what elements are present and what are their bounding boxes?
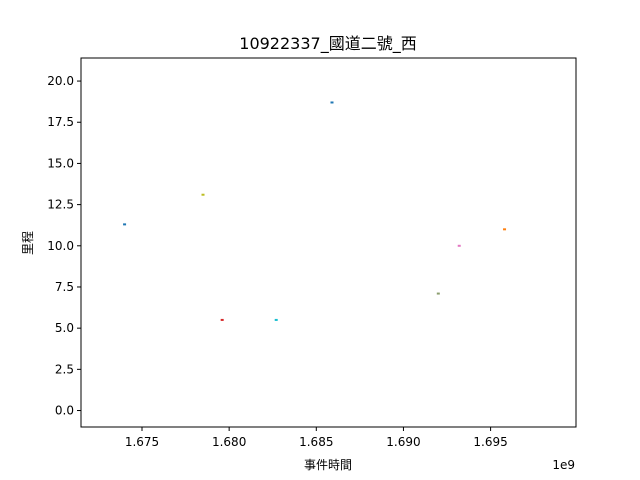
y-tick-label: 10.0 xyxy=(47,239,74,253)
x-tick-label: 1.675 xyxy=(125,435,159,449)
x-tick-label: 1.680 xyxy=(212,435,246,449)
data-point xyxy=(436,292,440,295)
y-tick-label: 17.5 xyxy=(47,115,74,129)
y-tick-label: 20.0 xyxy=(47,74,74,88)
data-points xyxy=(123,101,507,321)
plot-area xyxy=(80,57,577,428)
x-tick-label: 1.685 xyxy=(299,435,333,449)
data-point xyxy=(503,228,507,231)
y-tick-label: 0.0 xyxy=(55,404,74,418)
x-axis-label: 事件時間 xyxy=(304,458,352,472)
x-axis: 1.675 1.680 1.685 1.690 1.695 xyxy=(125,427,508,449)
y-tick-label: 15.0 xyxy=(47,156,74,170)
y-axis: 0.0 2.5 5.0 7.5 10.0 12.5 15.0 17.5 20.0 xyxy=(47,74,81,418)
data-point xyxy=(201,193,205,196)
x-tick-label: 1.695 xyxy=(473,435,507,449)
data-point xyxy=(274,318,278,321)
data-point xyxy=(330,101,334,104)
y-axis-label: 里程 xyxy=(20,231,35,255)
y-tick-label: 12.5 xyxy=(47,198,74,212)
y-tick-label: 5.0 xyxy=(55,321,74,335)
data-point xyxy=(123,223,127,226)
data-point xyxy=(220,318,224,321)
x-offset-label: 1e9 xyxy=(552,458,575,472)
data-point xyxy=(457,244,461,247)
y-tick-label: 7.5 xyxy=(55,280,74,294)
x-tick-label: 1.690 xyxy=(386,435,420,449)
y-tick-label: 2.5 xyxy=(55,362,74,376)
chart-title: 10922337_國道二號_西 xyxy=(239,34,416,54)
